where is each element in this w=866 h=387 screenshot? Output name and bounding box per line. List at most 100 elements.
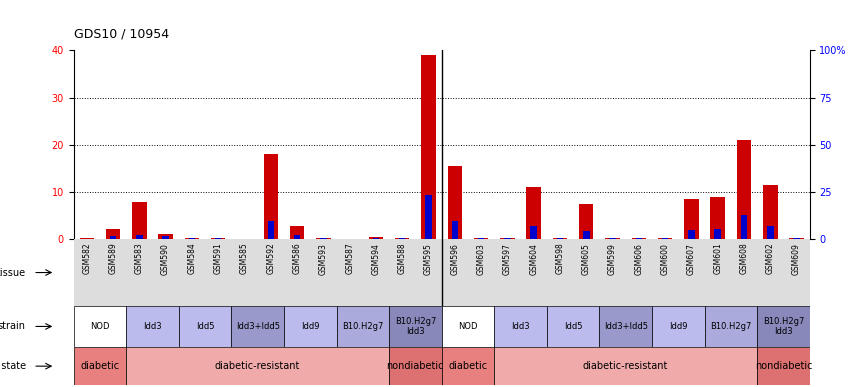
Text: GSM585: GSM585 [240, 243, 249, 274]
Text: B10.H2g7
Idd3: B10.H2g7 Idd3 [395, 317, 436, 336]
Bar [478, 238, 484, 240]
Text: GSM605: GSM605 [582, 243, 591, 275]
Text: GSM584: GSM584 [187, 243, 197, 274]
Bar [389, 306, 442, 347]
Bar [106, 229, 120, 240]
Bar [631, 238, 646, 240]
Bar [684, 199, 699, 240]
Text: diabetic: diabetic [81, 361, 120, 371]
Bar [757, 306, 810, 347]
Bar [126, 347, 389, 385]
Text: GSM594: GSM594 [372, 243, 380, 275]
Bar [294, 235, 301, 240]
Bar [189, 238, 195, 240]
Text: Idd3: Idd3 [143, 322, 162, 331]
Text: GDS10 / 10954: GDS10 / 10954 [74, 27, 169, 41]
Text: Idd9: Idd9 [301, 322, 320, 331]
Bar [80, 238, 94, 240]
Bar [605, 238, 620, 240]
Bar [74, 347, 126, 385]
Bar [110, 236, 116, 240]
Bar [530, 226, 537, 240]
Text: Idd3: Idd3 [511, 322, 530, 331]
Bar [494, 306, 546, 347]
Bar [737, 140, 751, 240]
Text: GSM596: GSM596 [450, 243, 459, 275]
Text: GSM601: GSM601 [714, 243, 722, 274]
Bar [494, 347, 757, 385]
Text: GSM600: GSM600 [661, 243, 669, 275]
Bar [448, 166, 462, 240]
Text: B10.H2g7: B10.H2g7 [710, 322, 752, 331]
Bar [504, 238, 511, 240]
Text: GSM606: GSM606 [634, 243, 643, 275]
Text: diabetic-resistant: diabetic-resistant [215, 361, 301, 371]
Text: GSM591: GSM591 [214, 243, 223, 274]
Bar [442, 306, 494, 347]
Bar [451, 221, 458, 240]
Text: GSM588: GSM588 [397, 243, 407, 274]
Bar [399, 238, 405, 240]
Bar [789, 238, 804, 240]
Bar [74, 306, 126, 347]
Bar [346, 239, 353, 240]
Bar [501, 238, 514, 240]
Bar [421, 55, 436, 240]
Text: GSM608: GSM608 [740, 243, 748, 274]
Text: GSM582: GSM582 [82, 243, 91, 274]
Bar [242, 239, 248, 240]
Bar [610, 238, 616, 240]
Bar [599, 306, 652, 347]
Bar [184, 238, 199, 240]
Bar [162, 236, 169, 240]
Bar [215, 238, 222, 240]
Bar [158, 234, 173, 240]
Bar [337, 306, 389, 347]
Bar [442, 347, 494, 385]
Text: GSM603: GSM603 [476, 243, 486, 275]
Bar [757, 347, 810, 385]
Bar [268, 221, 274, 240]
Bar [557, 238, 563, 240]
Bar [474, 238, 488, 240]
Text: NOD: NOD [458, 322, 478, 331]
Bar [763, 185, 778, 240]
Text: strain: strain [0, 322, 26, 331]
Bar [579, 204, 593, 240]
Bar [231, 306, 284, 347]
Bar [136, 235, 143, 240]
Bar [688, 230, 695, 240]
Bar [126, 306, 178, 347]
Text: GSM602: GSM602 [766, 243, 775, 274]
Text: B10.H2g7: B10.H2g7 [342, 322, 384, 331]
Text: GSM595: GSM595 [424, 243, 433, 275]
Bar [211, 238, 225, 240]
Text: NOD: NOD [90, 322, 110, 331]
Text: Idd5: Idd5 [196, 322, 214, 331]
Text: GSM598: GSM598 [555, 243, 565, 274]
Bar [636, 238, 642, 240]
Bar [178, 306, 231, 347]
Bar [583, 231, 590, 240]
Text: B10.H2g7
Idd3: B10.H2g7 Idd3 [763, 317, 805, 336]
Bar [389, 347, 442, 385]
Text: Idd3+Idd5: Idd3+Idd5 [604, 322, 648, 331]
Text: GSM587: GSM587 [346, 243, 354, 274]
Bar [372, 238, 379, 240]
Bar [714, 229, 721, 240]
Text: diabetic: diabetic [449, 361, 488, 371]
Bar [658, 238, 672, 240]
Bar [710, 197, 725, 240]
Text: nondiabetic: nondiabetic [754, 361, 812, 371]
Bar [263, 154, 278, 240]
Text: tissue: tissue [0, 267, 26, 277]
Text: GSM593: GSM593 [319, 243, 328, 275]
Text: GSM589: GSM589 [108, 243, 118, 274]
Bar [546, 306, 599, 347]
Bar [320, 238, 326, 240]
Text: GSM583: GSM583 [135, 243, 144, 274]
Text: diabetic-resistant: diabetic-resistant [583, 361, 669, 371]
Bar [425, 195, 432, 240]
Text: Idd9: Idd9 [669, 322, 688, 331]
Text: Idd3+Idd5: Idd3+Idd5 [236, 322, 280, 331]
